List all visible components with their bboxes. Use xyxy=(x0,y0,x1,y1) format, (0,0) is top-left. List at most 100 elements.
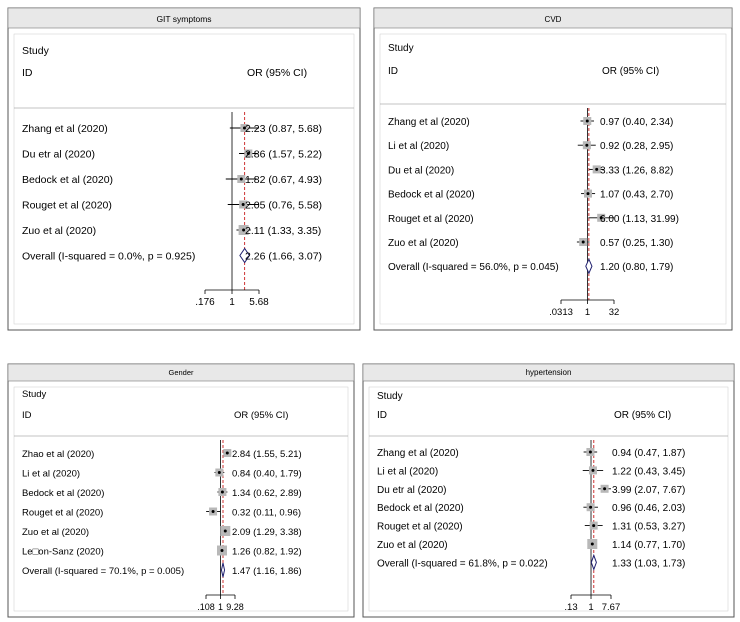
header-or: OR (95% CI) xyxy=(234,410,288,421)
x-tick-label: .176 xyxy=(195,297,215,308)
study-label: Zuo et al (2020) xyxy=(377,540,448,551)
forest-panel-3: Gender Study ID OR (95% CI) Zhao et al (2020… xyxy=(7,363,355,618)
study-label: Du etr al (2020) xyxy=(22,149,95,161)
overall-diamond xyxy=(239,247,251,264)
x-tick-label: 1 xyxy=(588,602,593,613)
or-value: 1.22 (0.43, 3.45) xyxy=(612,466,685,477)
point-estimate xyxy=(246,152,250,155)
forest-panel-2: CVD Study ID OR (95% CI) Zhang et al (2020) 0… xyxy=(373,7,733,331)
or-value: 1.26 (0.82, 1.92) xyxy=(232,547,302,558)
plot-region xyxy=(379,33,727,325)
plot-region xyxy=(13,33,355,325)
panel-title: hypertension xyxy=(526,368,572,377)
panel-frame xyxy=(7,7,361,331)
study-label: Du et al (2020) xyxy=(388,165,454,176)
point-estimate xyxy=(599,216,603,220)
point-estimate xyxy=(592,524,596,528)
or-value: 1.82 (0.67, 4.93) xyxy=(245,174,322,186)
or-value: 0.96 (0.46, 2.03) xyxy=(612,503,685,514)
point-estimate xyxy=(242,126,246,130)
overall-or-value: 1.20 (0.80, 1.79) xyxy=(600,262,673,273)
overall-or-value: 1.33 (1.03, 1.73) xyxy=(612,558,685,569)
point-estimate xyxy=(590,542,594,546)
x-tick-label: 5.68 xyxy=(249,297,269,308)
panel-title-bar xyxy=(7,363,355,382)
point-estimate xyxy=(225,451,229,455)
point-estimate xyxy=(223,529,227,533)
plot-region xyxy=(368,386,729,612)
or-value: 3.99 (2.07, 7.67) xyxy=(612,485,685,496)
overall-diamond xyxy=(585,257,593,275)
header-study: Study xyxy=(377,391,403,402)
x-tick-label: 9.28 xyxy=(226,602,244,612)
study-label: Zuo et al (2020) xyxy=(22,527,89,538)
or-value: 2.09 (1.29, 3.38) xyxy=(232,527,302,538)
header-id: ID xyxy=(22,410,32,421)
study-label: Li et al (2020) xyxy=(388,141,449,152)
x-tick-label: 1 xyxy=(585,307,590,318)
header-id: ID xyxy=(22,67,33,79)
panel-frame xyxy=(362,363,735,618)
header-or: OR (95% CI) xyxy=(614,410,671,421)
study-label: Le□on-Sanz (2020) xyxy=(22,547,104,558)
point-estimate xyxy=(585,119,589,123)
overall-or-value: 2.26 (1.66, 3.07) xyxy=(245,251,322,263)
overall-diamond xyxy=(590,553,597,571)
overall-label: Overall (I-squared = 61.8%, p = 0.022) xyxy=(377,558,548,569)
study-label: Bedock et al (2020) xyxy=(377,503,464,514)
or-value: 0.92 (0.28, 2.95) xyxy=(600,141,673,152)
header-or: OR (95% CI) xyxy=(602,66,659,77)
study-label: Rouget et al (2020) xyxy=(22,508,103,519)
panel-title: GIT symptoms xyxy=(156,14,211,24)
study-label: Zhang et al (2020) xyxy=(388,117,470,128)
panel-title-bar xyxy=(373,7,733,29)
x-tick-label: 7.67 xyxy=(602,602,621,613)
panel-frame xyxy=(7,363,355,618)
or-value: 2.23 (0.87, 5.68) xyxy=(245,123,322,135)
header-study: Study xyxy=(388,43,414,54)
panel-title: CVD xyxy=(545,15,562,24)
or-value: 2.86 (1.57, 5.22) xyxy=(245,149,322,161)
point-estimate xyxy=(581,240,585,244)
x-tick-label: 32 xyxy=(609,307,620,318)
or-value: 1.34 (0.62, 2.89) xyxy=(232,488,302,499)
header-id: ID xyxy=(377,410,387,421)
study-label: Zhang et al (2020) xyxy=(377,448,459,459)
or-value: 0.94 (0.47, 1.87) xyxy=(612,448,685,459)
study-label: Zuo et al (2020) xyxy=(388,238,459,249)
forest-panel-4: hypertension Study ID OR (95% CI) Zhang et a… xyxy=(362,363,735,618)
point-estimate xyxy=(586,192,590,196)
study-label: Zhang et al (2020) xyxy=(22,123,108,135)
study-label: Li et al (2020) xyxy=(22,469,80,480)
point-estimate xyxy=(220,549,224,552)
header-study: Study xyxy=(22,389,47,400)
or-value: 1.14 (0.77, 1.70) xyxy=(612,540,685,551)
x-tick-label: .108 xyxy=(197,602,215,612)
point-estimate xyxy=(217,471,221,474)
point-estimate xyxy=(589,505,593,509)
overall-label: Overall (I-squared = 70.1%, p = 0.005) xyxy=(22,566,184,577)
or-value: 0.97 (0.40, 2.34) xyxy=(600,117,673,128)
point-estimate xyxy=(211,510,215,513)
study-label: Li et al (2020) xyxy=(377,466,438,477)
study-label: Zhao et al (2020) xyxy=(22,449,94,460)
overall-label: Overall (I-squared = 0.0%, p = 0.925) xyxy=(22,251,195,263)
or-value: 2.84 (1.55, 5.21) xyxy=(232,449,302,460)
plot-region xyxy=(13,386,349,612)
or-value: 3.33 (1.26, 8.82) xyxy=(600,165,673,176)
x-tick-label: .0313 xyxy=(549,307,573,318)
point-estimate xyxy=(585,143,589,147)
study-label: Zuo et al (2020) xyxy=(22,225,96,237)
panel-title-bar xyxy=(362,363,735,382)
study-label: Bedock et al (2020) xyxy=(22,488,104,499)
study-label: Bedock et al (2020) xyxy=(388,190,475,201)
point-estimate xyxy=(603,487,607,491)
point-estimate xyxy=(588,450,592,454)
study-label: Du etr al (2020) xyxy=(377,485,446,496)
point-estimate xyxy=(220,490,224,494)
forest-panel-1: GIT symptoms Study ID OR (95% CI) Zhang et a… xyxy=(7,7,361,331)
header-study: Study xyxy=(22,45,50,57)
study-label: Rouget et al (2020) xyxy=(22,200,112,212)
overall-diamond xyxy=(220,562,226,578)
